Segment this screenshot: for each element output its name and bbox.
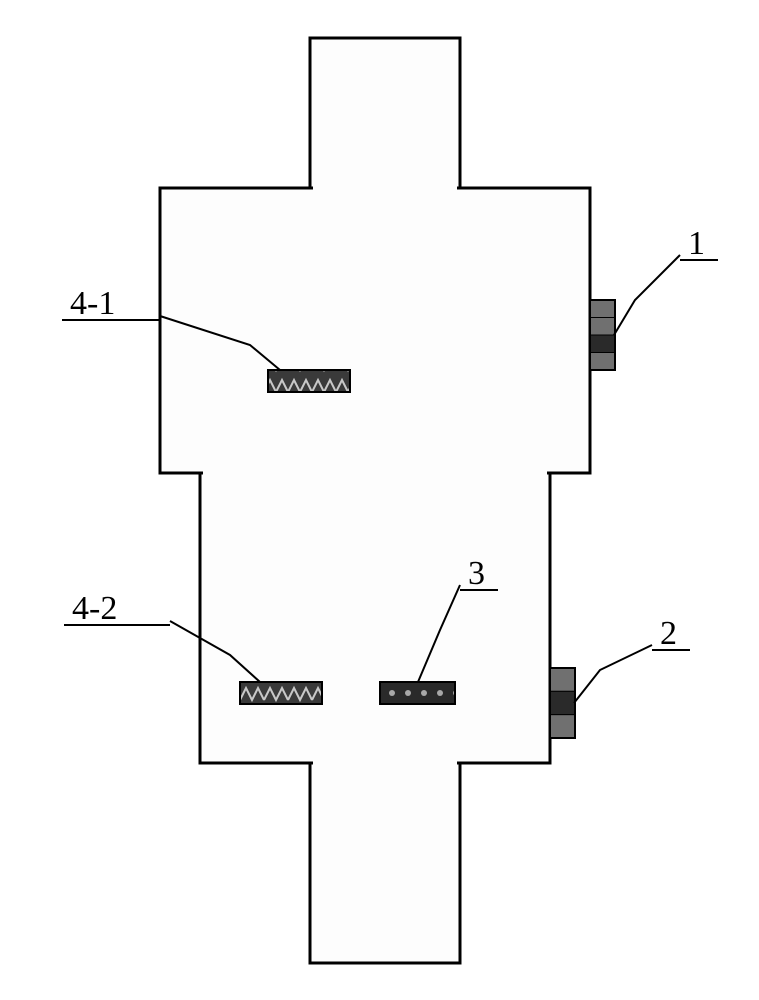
label-text-l3: 3 — [468, 555, 485, 592]
inner-4-2 — [240, 682, 322, 704]
label-l2: 2 — [574, 615, 690, 703]
lower-body — [200, 473, 550, 763]
label-text-l2: 2 — [660, 615, 677, 652]
side-block-1 — [590, 300, 615, 370]
label-text-l4_1: 4-1 — [70, 285, 115, 322]
side-block-2 — [550, 668, 575, 738]
leader-l1 — [614, 255, 680, 335]
bottom-stub — [310, 763, 460, 963]
label-l1: 1 — [614, 225, 718, 335]
leader-l2 — [574, 645, 652, 703]
inner-4-1 — [268, 370, 350, 392]
label-text-l4_2: 4-2 — [72, 590, 117, 627]
inner-3 — [380, 682, 455, 704]
upper-body — [160, 188, 590, 473]
label-text-l1: 1 — [688, 225, 705, 262]
top-stub — [310, 38, 460, 188]
